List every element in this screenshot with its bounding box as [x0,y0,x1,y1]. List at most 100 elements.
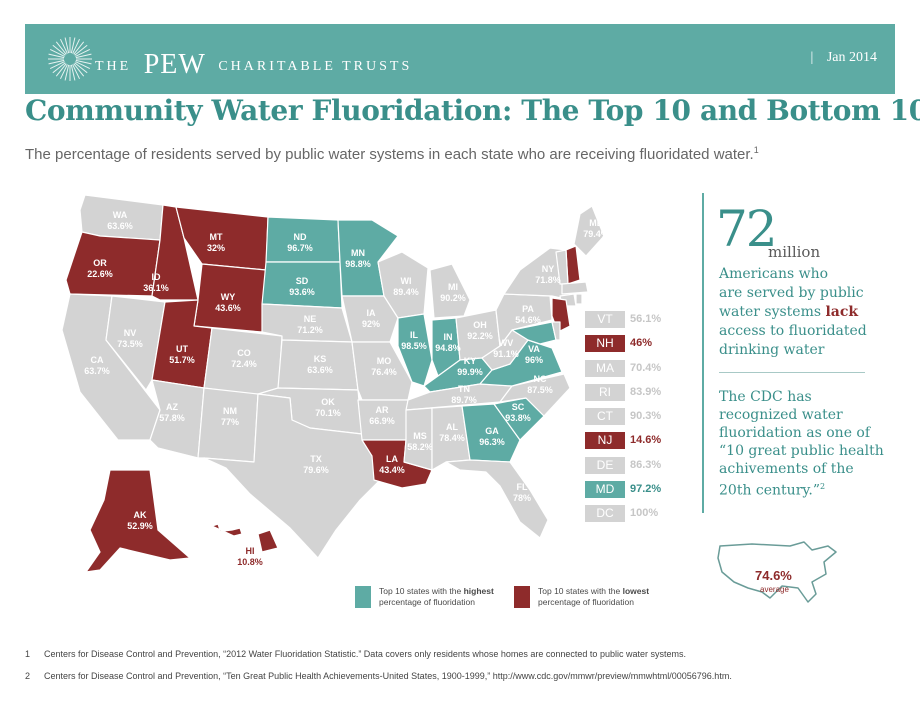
quote-line-1: The CDC has [719,389,812,405]
stat-line-2: are served by public [719,285,864,301]
state-label-la: LA [386,454,398,464]
state-value-ia: 92% [362,319,380,329]
state-MI [429,263,471,319]
state-DE [551,321,561,341]
state-value-nc: 87.5% [527,385,553,395]
stat-line-3: water systems lack [719,303,894,322]
state-label-fl: FL [517,482,528,492]
small-state-value: 56.1% [630,313,662,325]
state-value-tn: 89.7% [451,395,477,405]
state-label-mt: MT [210,232,223,242]
small-state-abbr: DE [585,456,625,474]
quote-line-5: achivements of the [719,461,854,477]
state-value-il: 98.5% [401,341,427,351]
state-value-mn: 98.8% [345,259,371,269]
legend-bottom10-emphasis: lowest [622,586,650,596]
quote-line-6-text: 20th century.” [719,482,821,499]
state-value-ak: 52.9% [127,521,153,531]
legend-top10-emphasis: highest [463,586,494,596]
state-value-sd: 93.6% [289,287,315,297]
state-ME [573,205,605,257]
brand-name: THE PEW CHARITABLE TRUSTS [95,46,413,80]
legend-bottom10-swatch [514,586,530,608]
state-label-or: OR [93,258,107,268]
legend-top10-line1: Top 10 states with the [379,586,464,596]
state-label-va: VA [528,344,540,354]
state-value-ms: 58.2% [407,442,433,452]
state-label-wy: WY [221,292,236,302]
state-value-mt: 32% [207,243,225,253]
state-label-ny: NY [542,264,555,274]
state-value-ca: 63.7% [84,366,110,376]
state-value-mi: 90.2% [440,293,466,303]
small-state-value: 46% [630,337,653,350]
stat-line-3-text: water systems [719,304,826,320]
brand-main: PEW [143,49,206,80]
footnote-2-text: Centers for Disease Control and Preventi… [44,671,732,681]
small-state-value: 100% [630,507,659,520]
state-value-mo: 76.4% [371,367,397,377]
stat-line-5: drinking water [719,342,825,358]
quote-line-2: recognized water [719,407,843,423]
quote-line-3: fluoridation as one of [719,425,871,441]
header-banner: THE PEW CHARITABLE TRUSTS | Jan 2014 [25,24,895,94]
small-state-value: 97.2% [630,483,662,496]
state-value-or: 22.6% [87,269,113,279]
state-value-pa: 54.6% [515,315,541,325]
state-label-nc: NC [534,374,547,384]
state-value-nm: 77% [221,417,239,427]
state-label-wi: WI [401,276,412,286]
state-value-oh: 92.2% [467,331,493,341]
state-value-ky: 99.9% [457,367,483,377]
state-value-hi: 10.8% [237,557,263,567]
state-label-mn: MN [351,248,365,258]
state-value-ny: 71.8% [535,275,561,285]
state-label-co: CO [237,348,251,358]
state-value-co: 72.4% [231,359,257,369]
state-TX [203,393,381,559]
legend-top10-swatch [355,586,371,608]
state-label-tn: TN [458,384,470,394]
state-label-mo: MO [377,356,392,366]
state-value-ok: 70.1% [315,408,341,418]
small-state-value: 90.3% [630,410,662,423]
stat-number: 72 [716,200,778,258]
state-label-nv: NV [124,328,137,338]
footnote-1-number: 1 [25,649,31,659]
state-NV [105,295,166,391]
state-value-la: 43.4% [379,465,405,475]
brand-suffix: CHARITABLE TRUSTS [218,59,413,74]
state-label-pa: PA [522,304,534,314]
publication-date: | Jan 2014 [811,50,877,66]
average-value: 74.6% [755,568,792,583]
state-MA [561,281,589,295]
state-label-il: IL [410,330,419,340]
page-subtitle: The percentage of residents served by pu… [25,145,759,163]
state-label-az: AZ [166,402,178,412]
date-text: Jan 2014 [826,50,877,65]
state-value-me: 79.4% [583,229,609,239]
state-label-al: AL [446,422,458,432]
state-value-id: 36.1% [143,283,169,293]
state-AK [85,469,191,573]
state-label-id: ID [152,272,162,282]
small-state-abbr: RI [585,383,625,401]
state-value-al: 78.4% [439,433,465,443]
state-label-ne: NE [304,314,317,324]
state-MS [403,407,433,471]
stat-description: Americans who are served by public water… [719,265,894,360]
subtitle-text: The percentage of residents served by pu… [25,146,754,163]
small-state-value: 83.9% [630,385,662,398]
state-value-wy: 43.6% [215,303,241,313]
quote-ref: 2 [820,482,826,491]
state-value-wv: 91.1% [493,349,519,359]
state-WY [193,263,267,333]
footnote-1-text: Centers for Disease Control and Preventi… [44,649,686,659]
state-value-wa: 63.6% [107,221,133,231]
state-value-ga: 96.3% [479,437,505,447]
us-outline-icon [717,541,837,603]
stat-line-3-emphasis: lack [825,304,859,320]
state-label-ok: OK [321,397,335,407]
legend-bottom10-line1: Top 10 states with the [538,586,623,596]
state-label-in: IN [444,332,453,342]
